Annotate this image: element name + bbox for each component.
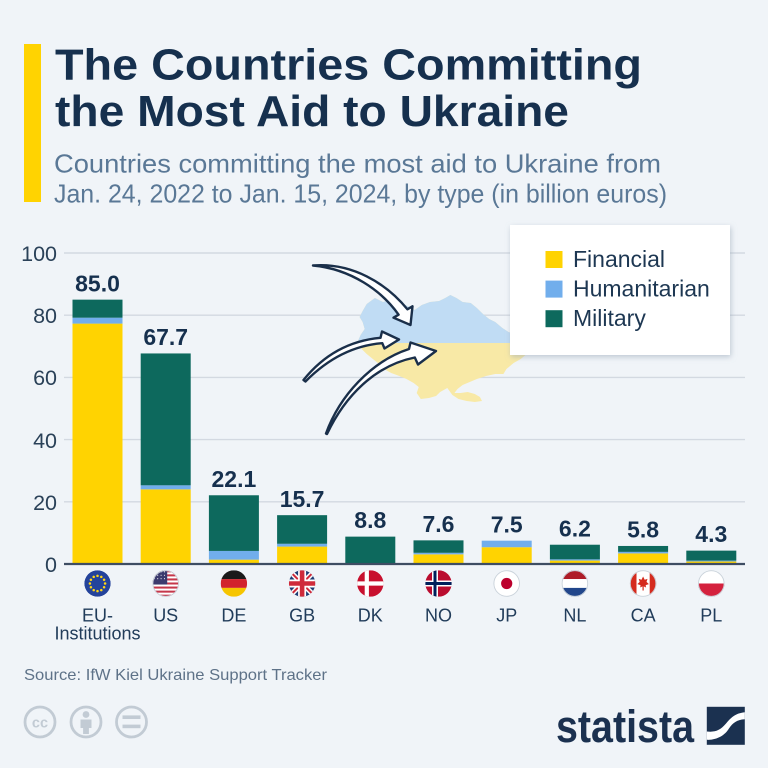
svg-text:statista: statista xyxy=(556,701,695,752)
svg-text:67.7: 67.7 xyxy=(143,324,188,350)
svg-text:80: 80 xyxy=(33,304,57,328)
svg-text:cc: cc xyxy=(32,716,48,732)
svg-text:EU-: EU- xyxy=(82,606,113,626)
svg-text:US: US xyxy=(153,606,178,626)
svg-text:GB: GB xyxy=(289,606,315,626)
svg-text:4.3: 4.3 xyxy=(695,521,727,547)
svg-text:40: 40 xyxy=(33,429,57,453)
svg-text:The Countries Committing: The Countries Committing xyxy=(55,41,642,90)
svg-text:JP: JP xyxy=(496,606,517,626)
svg-text:7.5: 7.5 xyxy=(491,511,523,537)
svg-text:0: 0 xyxy=(45,553,57,577)
svg-text:15.7: 15.7 xyxy=(280,486,325,512)
svg-text:Source: IfW Kiel Ukraine Suppo: Source: IfW Kiel Ukraine Support Tracker xyxy=(24,667,328,684)
svg-text:NO: NO xyxy=(425,606,452,626)
svg-text:PL: PL xyxy=(700,606,722,626)
svg-text:DK: DK xyxy=(358,606,383,626)
svg-text:DE: DE xyxy=(221,606,246,626)
svg-text:85.0: 85.0 xyxy=(75,270,120,296)
svg-text:NL: NL xyxy=(563,606,586,626)
svg-text:100: 100 xyxy=(21,242,57,266)
svg-text:Countries committing the most: Countries committing the most aid to Ukr… xyxy=(54,149,661,179)
svg-text:Financial: Financial xyxy=(573,246,665,272)
svg-text:6.2: 6.2 xyxy=(559,515,591,541)
svg-text:the Most Aid to Ukraine: the Most Aid to Ukraine xyxy=(55,87,569,136)
svg-text:7.6: 7.6 xyxy=(423,511,455,537)
svg-text:Military: Military xyxy=(573,305,646,331)
svg-text:20: 20 xyxy=(33,491,57,515)
svg-text:Humanitarian: Humanitarian xyxy=(573,276,710,302)
svg-text:CA: CA xyxy=(631,606,656,626)
svg-text:Institutions: Institutions xyxy=(54,624,140,644)
svg-text:5.8: 5.8 xyxy=(627,517,659,543)
svg-text:Jan. 24, 2022 to Jan. 15, 2024: Jan. 24, 2022 to Jan. 15, 2024, by type … xyxy=(54,178,667,208)
svg-text:60: 60 xyxy=(33,366,57,390)
svg-text:22.1: 22.1 xyxy=(212,466,257,492)
svg-text:8.8: 8.8 xyxy=(354,507,386,533)
